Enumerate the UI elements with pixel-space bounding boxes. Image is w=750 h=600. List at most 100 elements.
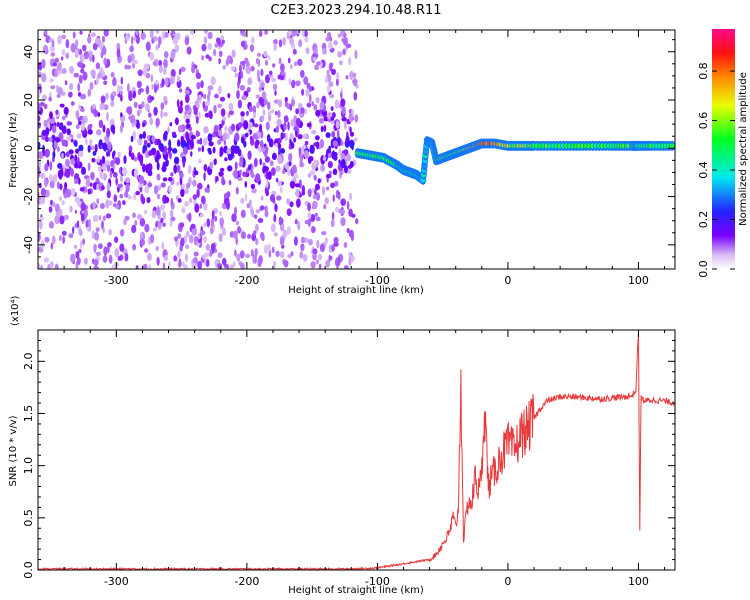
heatmap-noise-blob bbox=[110, 124, 116, 133]
heatmap-noise-blob bbox=[139, 217, 146, 227]
heatmap-noise-blob bbox=[256, 52, 262, 57]
heatmap-noise-blob bbox=[86, 54, 89, 59]
heatmap-noise-blob bbox=[309, 170, 316, 176]
heatmap-noise-blob bbox=[42, 195, 45, 205]
heatmap-noise-blob bbox=[264, 59, 269, 66]
heatmap-noise-blob bbox=[184, 37, 190, 46]
y-tick-label: -40 bbox=[22, 236, 35, 254]
heatmap-noise-blob bbox=[101, 46, 107, 56]
heatmap-noise-blob bbox=[258, 85, 262, 93]
heatmap-noise-blob bbox=[76, 133, 82, 139]
heatmap-noise-blob bbox=[100, 95, 106, 104]
heatmap-noise-blob bbox=[213, 207, 218, 214]
heatmap-noise-blob bbox=[169, 151, 172, 160]
heatmap-noise-blob bbox=[59, 215, 65, 225]
heatmap-noise-blob bbox=[68, 65, 74, 74]
heatmap-noise-blob bbox=[156, 173, 161, 181]
heatmap-noise-blob bbox=[259, 30, 263, 37]
heatmap-noise-blob bbox=[163, 111, 168, 117]
heatmap-noise-blob bbox=[94, 143, 98, 153]
colorbar-ticks: 0.0 0.2 0.4 0.6 0.8 bbox=[697, 62, 735, 278]
heatmap-noise-blob bbox=[192, 179, 197, 187]
heatmap-noise-blob bbox=[106, 190, 111, 199]
heatmap-noise-blob bbox=[262, 162, 266, 167]
heatmap-noise-blob bbox=[177, 106, 184, 114]
heatmap-noise-blob bbox=[106, 111, 109, 122]
heatmap-noise-blob bbox=[191, 262, 197, 269]
heatmap-noise-blob bbox=[325, 132, 331, 138]
spectrogram-plot-frame bbox=[37, 29, 676, 270]
heatmap-noise-blob bbox=[273, 232, 278, 237]
heatmap-noise-blob bbox=[138, 88, 144, 93]
heatmap-noise-blob bbox=[229, 56, 233, 65]
heatmap-noise-blob bbox=[172, 148, 178, 154]
heatmap-noise-blob bbox=[301, 88, 305, 96]
heatmap-noise-blob bbox=[52, 62, 58, 67]
heatmap-noise-blob bbox=[148, 264, 152, 269]
heatmap-noise-blob bbox=[195, 115, 199, 124]
heatmap-noise-blob bbox=[237, 99, 242, 109]
heatmap-noise-blob bbox=[109, 170, 113, 179]
heatmap-noise-blob bbox=[323, 204, 327, 210]
heatmap-noise-blob bbox=[62, 164, 66, 174]
heatmap-noise-blob bbox=[140, 232, 144, 239]
heatmap-noise-blob bbox=[61, 139, 67, 147]
heatmap-noise-blob bbox=[353, 91, 358, 101]
y-tick-label: 20 bbox=[22, 93, 35, 107]
heatmap-noise-blob bbox=[336, 72, 340, 82]
heatmap-noise-blob bbox=[305, 47, 310, 55]
heatmap-noise-blob bbox=[78, 248, 82, 254]
heatmap-noise-blob bbox=[288, 160, 292, 167]
heatmap-noise-blob bbox=[117, 151, 121, 158]
heatmap-noise-blob bbox=[66, 121, 73, 126]
heatmap-noise-blob bbox=[203, 222, 207, 228]
heatmap-noise-blob bbox=[190, 223, 196, 229]
heatmap-noise-blob bbox=[217, 252, 223, 259]
heatmap-noise-blob bbox=[70, 188, 76, 196]
heatmap-noise-blob bbox=[40, 172, 46, 179]
heatmap-noise-blob bbox=[54, 215, 60, 225]
heatmap-noise-blob bbox=[197, 182, 203, 190]
heatmap-noise-blob bbox=[135, 190, 141, 196]
heatmap-noise-blob bbox=[290, 118, 295, 127]
heatmap-noise-blob bbox=[289, 201, 294, 208]
heatmap-noise-blob bbox=[280, 63, 285, 72]
heatmap-noise-blob bbox=[205, 54, 210, 59]
heatmap-noise-blob bbox=[99, 203, 105, 209]
heatmap-noise-blob bbox=[294, 218, 298, 225]
heatmap-noise-blob bbox=[47, 263, 51, 269]
heatmap-noise-blob bbox=[93, 243, 97, 250]
heatmap-noise-blob bbox=[75, 39, 79, 48]
heatmap-noise-blob bbox=[276, 195, 282, 201]
heatmap-noise-blob bbox=[128, 92, 133, 102]
heatmap-noise-blob bbox=[91, 32, 96, 38]
heatmap-noise-blob bbox=[169, 209, 174, 218]
heatmap-noise-blob bbox=[205, 243, 210, 251]
heatmap-noise-blob bbox=[93, 259, 99, 266]
heatmap-noise-blob bbox=[168, 184, 172, 194]
heatmap-noise-blob bbox=[244, 132, 249, 138]
heatmap-noise-blob bbox=[64, 168, 71, 178]
heatmap-noise-blob bbox=[90, 145, 95, 151]
heatmap-noise-blob bbox=[316, 61, 321, 66]
heatmap-noise-blob bbox=[102, 142, 108, 152]
heatmap-noise-blob bbox=[176, 99, 180, 108]
heatmap-noise-blob bbox=[94, 263, 98, 269]
heatmap-noise-blob bbox=[120, 124, 123, 134]
heatmap-noise-blob bbox=[267, 243, 271, 251]
heatmap-noise-blob bbox=[271, 246, 275, 254]
heatmap-noise-blob bbox=[251, 188, 257, 194]
heatmap-noise-blob bbox=[258, 146, 262, 153]
heatmap-noise-blob bbox=[153, 106, 158, 116]
heatmap-noise-blob bbox=[289, 104, 293, 111]
heatmap-noise-blob bbox=[327, 152, 332, 159]
heatmap-noise-blob bbox=[289, 37, 295, 46]
heatmap-noise-blob bbox=[227, 165, 233, 172]
heatmap-noise-blob bbox=[184, 200, 189, 207]
heatmap-noise-blob bbox=[247, 150, 252, 160]
y-tick-label: 2.0 bbox=[22, 353, 35, 371]
heatmap-noise-blob bbox=[262, 165, 268, 171]
heatmap-noise-blob bbox=[213, 158, 217, 166]
heatmap-noise-blob bbox=[278, 99, 282, 108]
heatmap-noise-blob bbox=[240, 116, 245, 124]
